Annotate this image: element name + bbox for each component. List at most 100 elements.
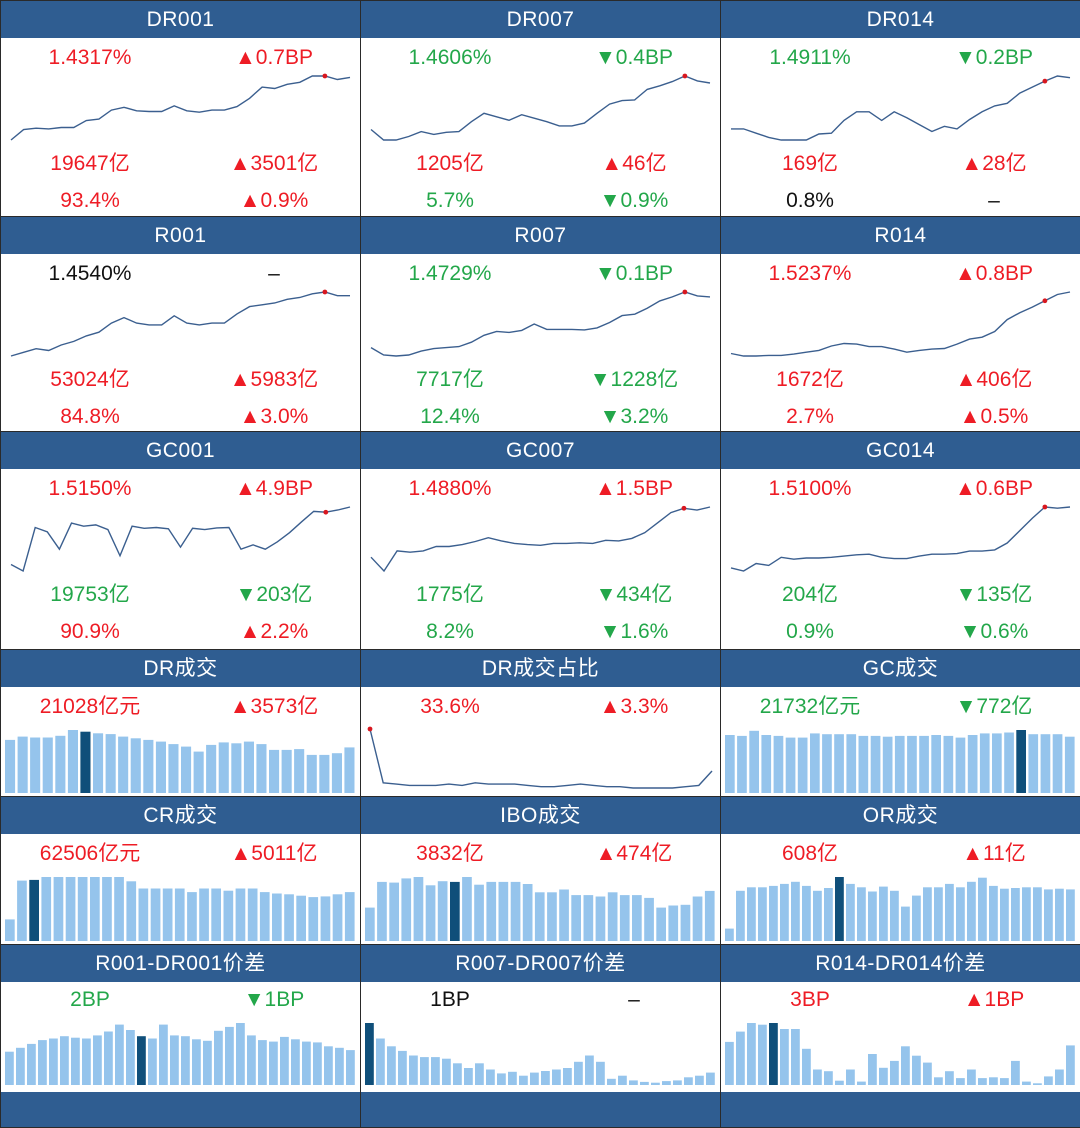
bar <box>389 882 399 941</box>
panel-title: DR007 <box>361 1 720 38</box>
volume-value: 204亿 <box>781 583 839 606</box>
bar <box>214 1030 223 1085</box>
volume-bar-chart <box>725 730 1075 793</box>
bar <box>846 883 855 941</box>
bar <box>824 888 833 941</box>
bar <box>673 1080 682 1085</box>
bar <box>269 749 280 793</box>
bar <box>530 1072 539 1085</box>
rate-value: 1.4317% <box>48 46 132 69</box>
rate-trend-chart <box>10 506 351 573</box>
bar <box>955 737 966 793</box>
bar <box>199 888 209 941</box>
bar <box>174 888 185 941</box>
volume-change: ▼434亿 <box>595 583 673 606</box>
bar <box>629 1080 638 1085</box>
bar <box>324 1046 333 1085</box>
bar <box>1033 1083 1042 1085</box>
volume-change: ▲3501亿 <box>229 152 319 175</box>
trend-line <box>731 75 1071 141</box>
bar <box>978 877 987 941</box>
share-value: 84.8% <box>60 405 120 428</box>
bar <box>138 888 149 941</box>
bar <box>225 1026 234 1085</box>
bar <box>858 735 869 793</box>
panel-title: CR成交 <box>1 797 360 834</box>
volume-total-change: ▲3573亿 <box>229 695 319 718</box>
volume-total-change: ▲5011亿 <box>230 842 318 865</box>
bar <box>5 739 16 793</box>
bar <box>93 733 104 793</box>
bar <box>747 887 756 941</box>
bar <box>541 1071 550 1085</box>
volume-value: 1205亿 <box>416 152 484 175</box>
volume-total: 21732亿元 <box>759 695 861 718</box>
bar <box>93 1035 102 1085</box>
bar <box>1011 888 1020 941</box>
bar <box>618 1075 627 1085</box>
panel-title: GC001 <box>1 432 360 469</box>
panel-title: DR成交占比 <box>361 650 720 687</box>
spread-bar-chart <box>365 1023 715 1085</box>
panel-title: R001 <box>1 217 360 254</box>
bar <box>313 1042 322 1085</box>
bar <box>640 1081 649 1085</box>
bar <box>82 1038 91 1085</box>
bar <box>284 894 294 941</box>
spread-change: ▲1BP <box>963 988 1025 1011</box>
bar <box>486 1069 495 1085</box>
bar <box>907 735 917 793</box>
bar <box>791 881 800 941</box>
bar <box>235 888 246 941</box>
volume-value: 19753亿 <box>50 583 130 606</box>
bar <box>656 907 666 941</box>
bar <box>923 887 932 941</box>
bar <box>879 886 888 941</box>
bar-highlight <box>29 879 39 941</box>
volume-bar-chart <box>5 877 355 941</box>
bar <box>834 734 844 793</box>
bar <box>824 1071 833 1085</box>
bar <box>413 877 424 941</box>
bar <box>159 1024 168 1085</box>
bar <box>118 736 129 793</box>
bar <box>747 1023 756 1085</box>
panel-title: GC007 <box>361 432 720 469</box>
spread-bar-chart <box>5 1023 355 1085</box>
bar <box>60 1036 69 1085</box>
bar <box>365 907 375 941</box>
bar <box>813 1069 822 1085</box>
bar <box>420 1057 429 1085</box>
bar <box>102 877 112 941</box>
bar <box>211 888 221 941</box>
volume-total-change: ▲11亿 <box>962 842 1026 865</box>
bar <box>1033 887 1042 941</box>
bar <box>563 1068 572 1085</box>
bar <box>857 887 866 941</box>
bar <box>126 881 137 941</box>
trend-line <box>10 75 351 141</box>
bar <box>320 896 331 941</box>
panel-title: R014 <box>721 217 1080 254</box>
bar <box>150 888 161 941</box>
bar <box>780 883 789 941</box>
bar <box>126 1030 135 1085</box>
latest-marker <box>322 73 328 79</box>
bar <box>42 737 53 793</box>
bar <box>780 1029 789 1085</box>
rate-value: 1.4911% <box>769 46 851 69</box>
volume-total-change: ▲3.3% <box>599 695 669 718</box>
bar <box>761 735 772 793</box>
panel-title: R007 <box>361 217 720 254</box>
bar <box>453 1063 462 1085</box>
bar <box>5 919 15 941</box>
bar <box>281 749 292 793</box>
bar <box>692 896 703 941</box>
latest-marker <box>1042 78 1048 84</box>
bar <box>519 1075 528 1085</box>
bar <box>306 754 317 793</box>
bar <box>901 906 910 941</box>
bar <box>296 895 306 941</box>
bar <box>170 1035 179 1085</box>
